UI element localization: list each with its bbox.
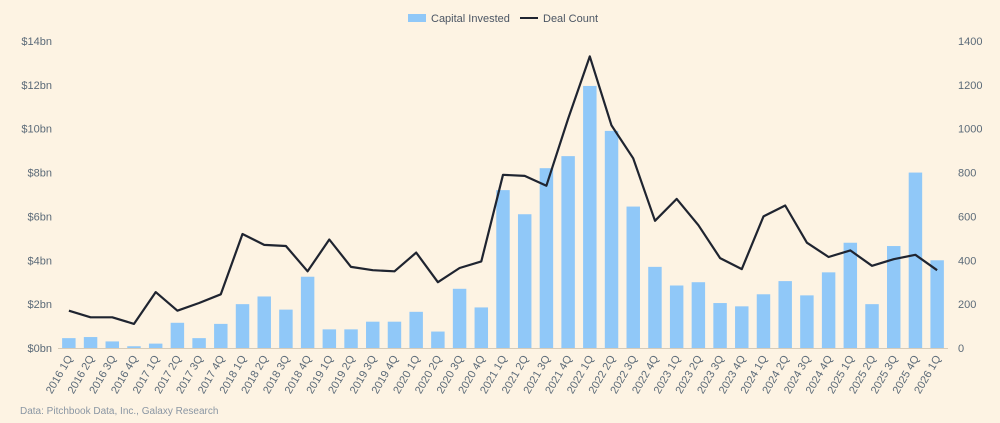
bar-capital-invested [887, 246, 901, 348]
right-y-tick-label: 400 [958, 255, 976, 267]
legend: Capital Invested Deal Count [408, 13, 598, 25]
bar-capital-invested [648, 266, 662, 348]
right-y-tick-label: 800 [958, 168, 976, 180]
legend-bar-swatch [408, 14, 426, 22]
bar-capital-invested [192, 338, 206, 348]
bar-capital-invested [908, 172, 923, 348]
left-y-tick-label: $6bn [28, 211, 52, 223]
left-y-axis: $0bn $2bn $4bn $6bn $8bn $10bn $12bn $14bn [21, 36, 52, 355]
left-y-tick-label: $2bn [28, 299, 52, 311]
bar-capital-invested [83, 337, 98, 348]
left-y-tick-label: $8bn [28, 168, 52, 180]
bar-capital-invested [214, 323, 228, 348]
bar-capital-invested [170, 322, 185, 348]
bar-capital-invested [669, 285, 684, 348]
bar-capital-invested [778, 281, 792, 348]
bar-capital-invested [713, 303, 727, 348]
left-y-tick-label: $14bn [21, 36, 52, 48]
right-y-axis: 0 200 400 600 800 1000 1200 1400 [958, 36, 982, 355]
right-y-tick-label: 600 [958, 211, 976, 223]
bar-capital-invested [930, 260, 944, 348]
bar-capital-invested [474, 307, 489, 348]
line-series-deal-count [68, 55, 938, 325]
right-y-tick-label: 1000 [958, 124, 982, 136]
bar-capital-invested [865, 304, 879, 348]
bar-capital-invested [583, 85, 597, 348]
bar-series-capital-invested [62, 85, 944, 348]
bar-capital-invested [62, 338, 76, 348]
bar-capital-invested [409, 311, 423, 348]
left-y-tick-label: $0bn [28, 343, 52, 355]
bar-capital-invested [604, 130, 619, 348]
bar-capital-invested [300, 276, 315, 348]
deal-count-line [68, 55, 938, 325]
right-y-tick-label: 200 [958, 299, 976, 311]
bar-capital-invested [105, 341, 119, 348]
bar-capital-invested [691, 282, 706, 348]
bar-capital-invested [626, 206, 640, 348]
source-note: Data: Pitchbook Data, Inc., Galaxy Resea… [20, 406, 218, 417]
bar-capital-invested [843, 242, 858, 348]
right-y-tick-label: 1200 [958, 80, 982, 92]
left-y-tick-label: $4bn [28, 255, 52, 267]
bar-capital-invested [452, 288, 467, 348]
bar-capital-invested [344, 329, 358, 348]
bar-capital-invested [127, 346, 141, 348]
left-y-tick-label: $12bn [21, 80, 52, 92]
bar-capital-invested [800, 295, 814, 348]
legend-line-label: Deal Count [543, 13, 598, 25]
bar-capital-invested [366, 321, 380, 348]
bar-capital-invested [735, 306, 749, 348]
right-y-tick-label: 1400 [958, 36, 982, 48]
legend-bar-label: Capital Invested [431, 13, 510, 25]
bar-capital-invested [539, 168, 554, 348]
bar-capital-invested [235, 304, 250, 348]
bar-capital-invested [561, 156, 575, 348]
bar-capital-invested [756, 294, 771, 348]
bar-capital-invested [821, 272, 836, 348]
right-y-tick-label: 0 [958, 343, 964, 355]
bar-capital-invested [257, 296, 271, 348]
bar-capital-invested [148, 343, 163, 348]
left-y-tick-label: $10bn [21, 124, 52, 136]
bar-capital-invested [387, 321, 402, 348]
bar-capital-invested [517, 214, 532, 348]
bar-capital-invested [496, 190, 510, 348]
bar-capital-invested [322, 329, 337, 348]
bar-capital-invested [431, 331, 445, 348]
bar-capital-invested [279, 309, 293, 348]
